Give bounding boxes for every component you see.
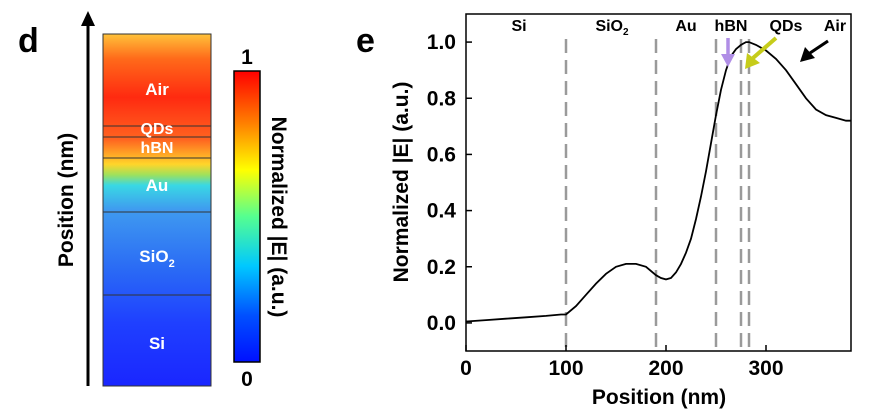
- line-chart: 0 100 200 300 0.0 0.2 0.4 0.6 0.8 1.0: [427, 13, 852, 380]
- sio2-subscript: 2: [169, 258, 175, 270]
- region-label-sio2: SiO2: [595, 18, 629, 38]
- position-axis-label: Position (nm): [55, 133, 78, 267]
- boundary-lines: [564, 39, 751, 351]
- colorbar-max-label: 1: [241, 46, 253, 69]
- colorbar-title: Normalized |E| (a.u.): [267, 117, 290, 318]
- y-tick-label: 0.4: [427, 200, 457, 223]
- layer-stack: [102, 33, 212, 387]
- region-label-si: Si: [511, 18, 526, 35]
- x-ticks: 0 100 200 300: [460, 345, 784, 380]
- y-tick-label: 0.6: [427, 143, 456, 166]
- colorbar-min-label: 0: [241, 368, 253, 391]
- hbn-arrow: [721, 38, 735, 67]
- x-axis-label: Position (nm): [592, 386, 726, 409]
- colorbar: [233, 70, 261, 363]
- y-tick-label: 1.0: [427, 31, 456, 54]
- y-tick-label: 0.0: [427, 312, 456, 335]
- layer-label-hbn: hBN: [141, 140, 174, 157]
- region-label-au: Au: [675, 18, 696, 35]
- layer-label-si: Si: [149, 334, 165, 353]
- layer-label-sio2: SiO2: [139, 247, 174, 270]
- region-label-qds: QDs: [770, 18, 803, 35]
- layer-label-qds: QDs: [141, 121, 174, 138]
- panel-e-letter: e: [356, 22, 375, 60]
- air-arrow: [800, 39, 829, 62]
- y-tick-label: 0.2: [427, 256, 456, 279]
- plot-frame: [465, 13, 852, 352]
- layer-label-air: Air: [145, 80, 169, 99]
- region-label-air: Air: [824, 18, 846, 35]
- qds-arrow: [745, 36, 778, 69]
- panel-d-letter: d: [18, 22, 39, 60]
- x-tick-label: 200: [648, 357, 683, 380]
- region-label-hbn: hBN: [715, 18, 748, 35]
- y-axis-label: Normalized |E| (a.u.): [390, 82, 413, 283]
- sio2-subscript: 2: [623, 27, 629, 38]
- position-axis-arrowhead: [81, 11, 95, 26]
- x-tick-label: 100: [548, 357, 583, 380]
- y-ticks: 0.0 0.2 0.4 0.6 0.8 1.0: [427, 31, 472, 335]
- x-tick-label: 0: [460, 357, 472, 380]
- x-tick-label: 300: [748, 357, 783, 380]
- y-tick-label: 0.8: [427, 87, 457, 110]
- layer-label-au: Au: [146, 176, 169, 195]
- field-profile-line: [465, 41, 851, 323]
